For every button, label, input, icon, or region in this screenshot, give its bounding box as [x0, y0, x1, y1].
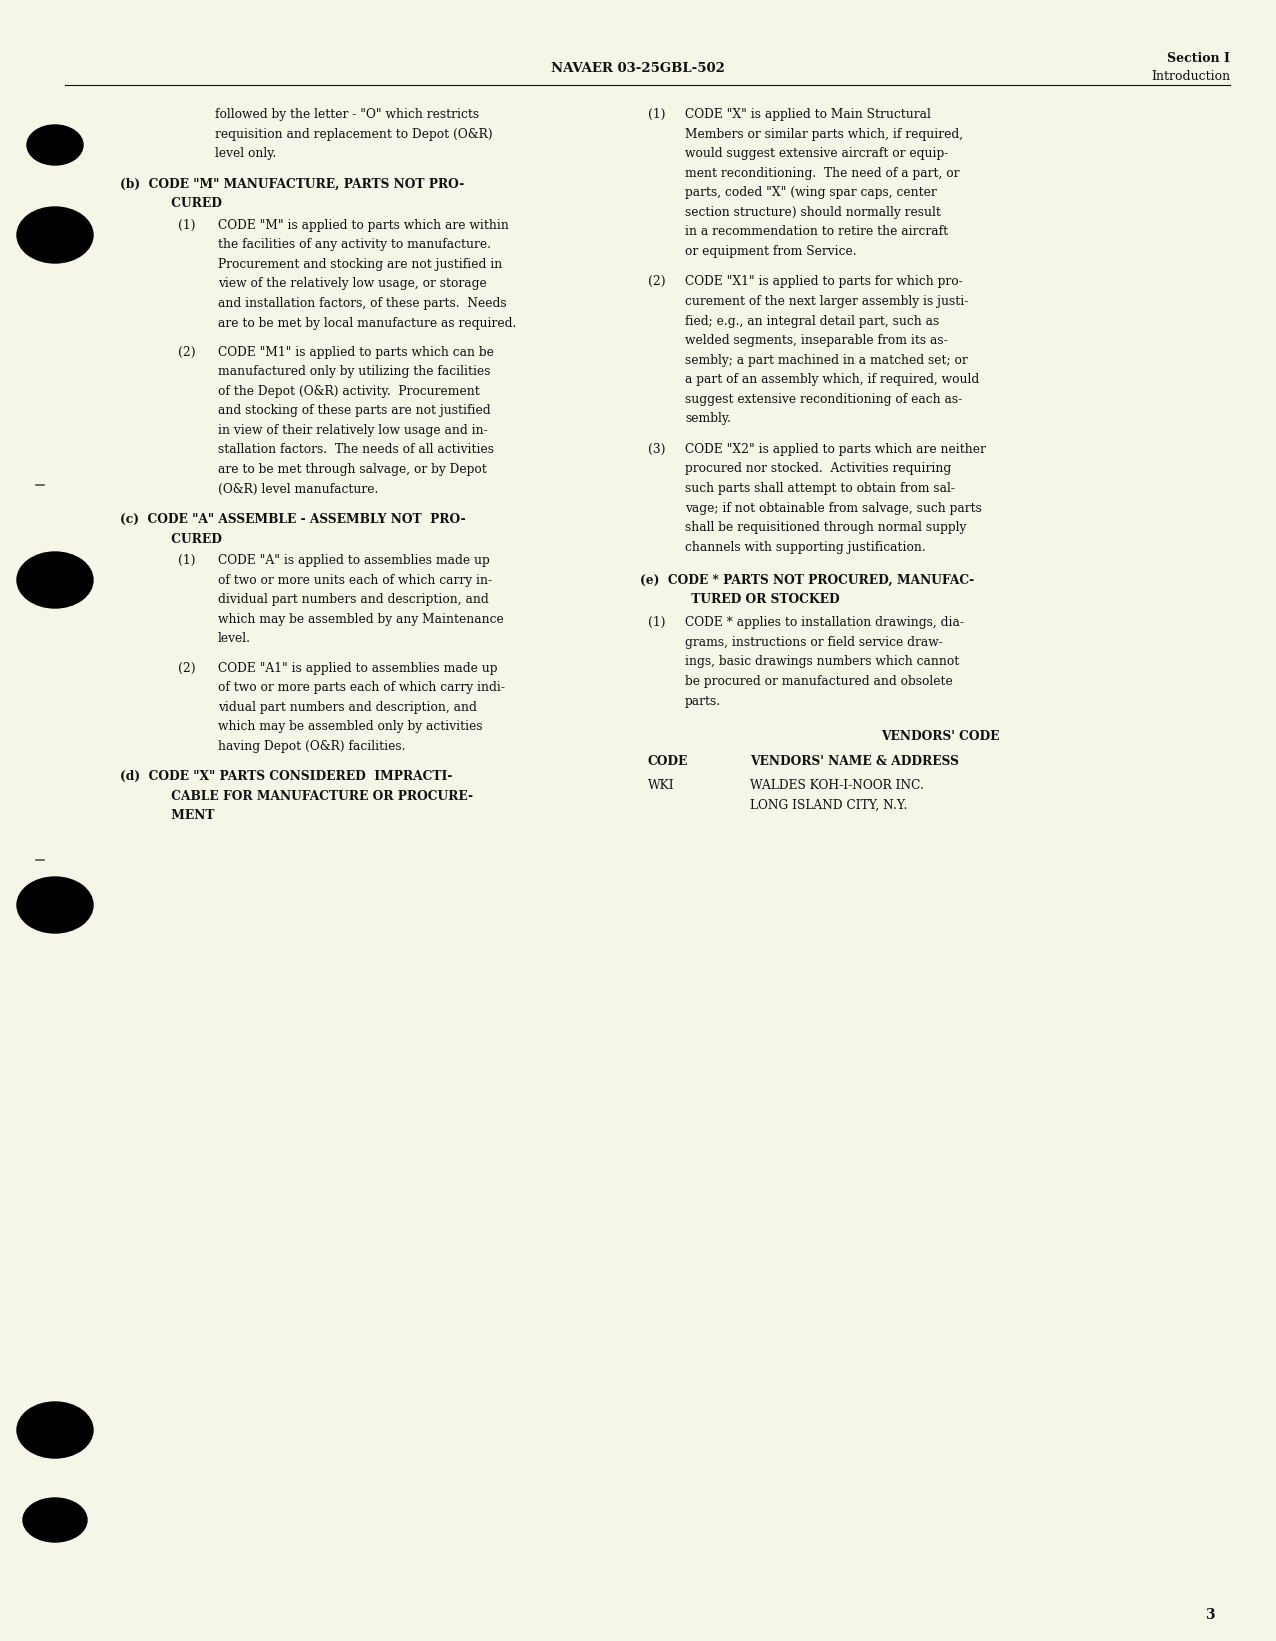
Ellipse shape: [17, 207, 93, 263]
Text: parts, coded "X" (wing spar caps, center: parts, coded "X" (wing spar caps, center: [685, 187, 937, 199]
Text: (d)  CODE "X" PARTS CONSIDERED  IMPRACTI-: (d) CODE "X" PARTS CONSIDERED IMPRACTI-: [120, 770, 453, 783]
Text: Introduction: Introduction: [1151, 69, 1230, 82]
Text: fied; e.g., an integral detail part, such as: fied; e.g., an integral detail part, suc…: [685, 315, 939, 328]
Text: sembly.: sembly.: [685, 412, 731, 425]
Text: ment reconditioning.  The need of a part, or: ment reconditioning. The need of a part,…: [685, 167, 960, 181]
Text: sembly; a part machined in a matched set; or: sembly; a part machined in a matched set…: [685, 354, 967, 366]
Text: curement of the next larger assembly is justi-: curement of the next larger assembly is …: [685, 295, 968, 309]
Text: (1): (1): [177, 218, 195, 231]
Text: (c)  CODE "A" ASSEMBLE - ASSEMBLY NOT  PRO-: (c) CODE "A" ASSEMBLE - ASSEMBLY NOT PRO…: [120, 514, 466, 527]
Text: CODE "X1" is applied to parts for which pro-: CODE "X1" is applied to parts for which …: [685, 276, 963, 289]
Text: (O&R) level manufacture.: (O&R) level manufacture.: [218, 482, 379, 496]
Text: Section I: Section I: [1168, 51, 1230, 64]
Text: (e)  CODE * PARTS NOT PROCURED, MANUFAC-: (e) CODE * PARTS NOT PROCURED, MANUFAC-: [641, 574, 974, 587]
Text: section structure) should normally result: section structure) should normally resul…: [685, 205, 940, 218]
Text: followed by the letter - "O" which restricts: followed by the letter - "O" which restr…: [214, 108, 478, 121]
Text: which may be assembled only by activities: which may be assembled only by activitie…: [218, 720, 482, 734]
Text: requisition and replacement to Depot (O&R): requisition and replacement to Depot (O&…: [214, 128, 493, 141]
Text: CODE "X2" is applied to parts which are neither: CODE "X2" is applied to parts which are …: [685, 443, 986, 456]
Text: (2): (2): [648, 276, 666, 289]
Ellipse shape: [17, 1401, 93, 1457]
Text: channels with supporting justification.: channels with supporting justification.: [685, 540, 926, 553]
Text: TURED OR STOCKED: TURED OR STOCKED: [670, 594, 840, 606]
Text: procured nor stocked.  Activities requiring: procured nor stocked. Activities requiri…: [685, 463, 951, 476]
Text: which may be assembled by any Maintenance: which may be assembled by any Maintenanc…: [218, 612, 504, 625]
Text: shall be requisitioned through normal supply: shall be requisitioned through normal su…: [685, 522, 966, 533]
Text: of two or more parts each of which carry indi-: of two or more parts each of which carry…: [218, 681, 505, 694]
Text: of two or more units each of which carry in-: of two or more units each of which carry…: [218, 574, 493, 587]
Text: NAVAER 03-25GBL-502: NAVAER 03-25GBL-502: [551, 61, 725, 74]
Text: dividual part numbers and description, and: dividual part numbers and description, a…: [218, 594, 489, 606]
Text: CODE "M1" is applied to parts which can be: CODE "M1" is applied to parts which can …: [218, 346, 494, 359]
Text: VENDORS' CODE: VENDORS' CODE: [880, 730, 999, 743]
Text: are to be met through salvage, or by Depot: are to be met through salvage, or by Dep…: [218, 463, 486, 476]
Text: be procured or manufactured and obsolete: be procured or manufactured and obsolete: [685, 674, 953, 688]
Text: having Depot (O&R) facilities.: having Depot (O&R) facilities.: [218, 740, 406, 753]
Text: are to be met by local manufacture as required.: are to be met by local manufacture as re…: [218, 317, 517, 330]
Text: (b)  CODE "M" MANUFACTURE, PARTS NOT PRO-: (b) CODE "M" MANUFACTURE, PARTS NOT PRO-: [120, 177, 464, 190]
Text: vage; if not obtainable from salvage, such parts: vage; if not obtainable from salvage, su…: [685, 502, 981, 515]
Text: ings, basic drawings numbers which cannot: ings, basic drawings numbers which canno…: [685, 655, 960, 668]
Text: (1): (1): [177, 555, 195, 568]
Text: CURED: CURED: [151, 533, 222, 545]
Text: level.: level.: [218, 632, 251, 645]
Text: CODE: CODE: [648, 755, 688, 768]
Text: CODE "M" is applied to parts which are within: CODE "M" is applied to parts which are w…: [218, 218, 509, 231]
Text: (2): (2): [177, 346, 195, 359]
Text: CODE "A1" is applied to assemblies made up: CODE "A1" is applied to assemblies made …: [218, 661, 498, 674]
Text: (2): (2): [177, 661, 195, 674]
Text: CURED: CURED: [151, 197, 222, 210]
Ellipse shape: [17, 876, 93, 934]
Text: and installation factors, of these parts.  Needs: and installation factors, of these parts…: [218, 297, 507, 310]
Text: in view of their relatively low usage and in-: in view of their relatively low usage an…: [218, 423, 487, 437]
Text: parts.: parts.: [685, 694, 721, 707]
Ellipse shape: [27, 125, 83, 166]
Ellipse shape: [23, 1498, 87, 1543]
Text: level only.: level only.: [214, 148, 277, 161]
Text: CODE "X" is applied to Main Structural: CODE "X" is applied to Main Structural: [685, 108, 931, 121]
Text: view of the relatively low usage, or storage: view of the relatively low usage, or sto…: [218, 277, 486, 290]
Text: VENDORS' NAME & ADDRESS: VENDORS' NAME & ADDRESS: [750, 755, 958, 768]
Text: (1): (1): [648, 617, 666, 629]
Text: 3: 3: [1206, 1608, 1215, 1621]
Text: and stocking of these parts are not justified: and stocking of these parts are not just…: [218, 404, 491, 417]
Text: in a recommendation to retire the aircraft: in a recommendation to retire the aircra…: [685, 225, 948, 238]
Text: such parts shall attempt to obtain from sal-: such parts shall attempt to obtain from …: [685, 482, 954, 496]
Text: grams, instructions or field service draw-: grams, instructions or field service dra…: [685, 635, 943, 648]
Text: (3): (3): [648, 443, 666, 456]
Text: WKI: WKI: [648, 779, 675, 793]
Text: Members or similar parts which, if required,: Members or similar parts which, if requi…: [685, 128, 963, 141]
Text: or equipment from Service.: or equipment from Service.: [685, 245, 856, 258]
Text: CODE * applies to installation drawings, dia-: CODE * applies to installation drawings,…: [685, 617, 963, 629]
Text: CODE "A" is applied to assemblies made up: CODE "A" is applied to assemblies made u…: [218, 555, 490, 568]
Text: would suggest extensive aircraft or equip-: would suggest extensive aircraft or equi…: [685, 148, 948, 161]
Text: a part of an assembly which, if required, would: a part of an assembly which, if required…: [685, 373, 979, 386]
Text: MENT: MENT: [151, 809, 214, 822]
Text: manufactured only by utilizing the facilities: manufactured only by utilizing the facil…: [218, 366, 490, 377]
Text: the facilities of any activity to manufacture.: the facilities of any activity to manufa…: [218, 238, 491, 251]
Ellipse shape: [17, 551, 93, 609]
Text: CABLE FOR MANUFACTURE OR PROCURE-: CABLE FOR MANUFACTURE OR PROCURE-: [151, 789, 473, 802]
Text: LONG ISLAND CITY, N.Y.: LONG ISLAND CITY, N.Y.: [750, 799, 907, 812]
Text: Procurement and stocking are not justified in: Procurement and stocking are not justifi…: [218, 258, 503, 271]
Text: welded segments, inseparable from its as-: welded segments, inseparable from its as…: [685, 335, 948, 348]
Text: vidual part numbers and description, and: vidual part numbers and description, and: [218, 701, 477, 714]
Text: (1): (1): [648, 108, 666, 121]
Text: of the Depot (O&R) activity.  Procurement: of the Depot (O&R) activity. Procurement: [218, 384, 480, 397]
Text: suggest extensive reconditioning of each as-: suggest extensive reconditioning of each…: [685, 392, 962, 405]
Text: stallation factors.  The needs of all activities: stallation factors. The needs of all act…: [218, 443, 494, 456]
Text: WALDES KOH-I-NOOR INC.: WALDES KOH-I-NOOR INC.: [750, 779, 924, 793]
